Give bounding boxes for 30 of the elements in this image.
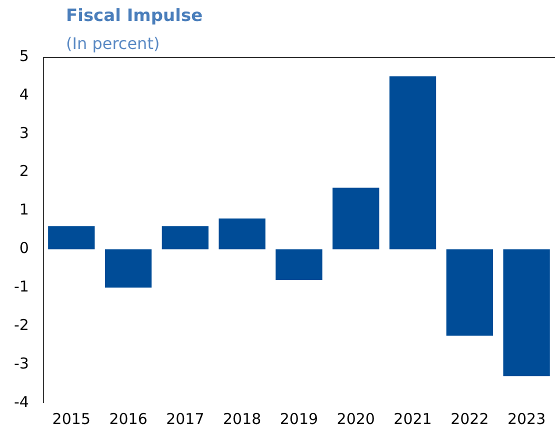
x-tick-label: 2019 (280, 410, 318, 428)
x-tick-label: 2015 (52, 410, 90, 428)
x-tick-label: 2020 (336, 410, 375, 428)
bar (276, 249, 322, 280)
chart-subtitle: (In percent) (66, 34, 160, 53)
x-tick-label: 2017 (166, 410, 204, 428)
y-tick-label: -1 (14, 278, 29, 296)
bar (162, 226, 209, 250)
y-tick-label: 5 (19, 46, 29, 65)
bar (389, 76, 436, 250)
x-tick-label: 2021 (394, 410, 432, 428)
y-tick-label: -3 (14, 354, 29, 372)
chart-title: Fiscal Impulse (66, 6, 203, 26)
y-tick-label: 0 (19, 239, 29, 258)
bar (332, 188, 380, 250)
y-tick-label: 4 (19, 85, 29, 104)
bar (503, 249, 550, 376)
bar (446, 249, 493, 336)
bar (104, 249, 152, 288)
x-tick-label: 2023 (507, 410, 546, 428)
x-tick-label: 2016 (109, 410, 148, 428)
y-tick-label: -2 (14, 316, 29, 334)
x-tick-label: 2022 (450, 410, 489, 428)
bar (218, 218, 266, 250)
y-tick-label: 1 (19, 200, 29, 219)
y-tick-label: 2 (19, 162, 29, 180)
y-tick-label: 3 (19, 124, 29, 142)
y-tick-label: -4 (14, 392, 29, 411)
bar (48, 226, 95, 250)
x-tick-label: 2018 (222, 410, 262, 428)
